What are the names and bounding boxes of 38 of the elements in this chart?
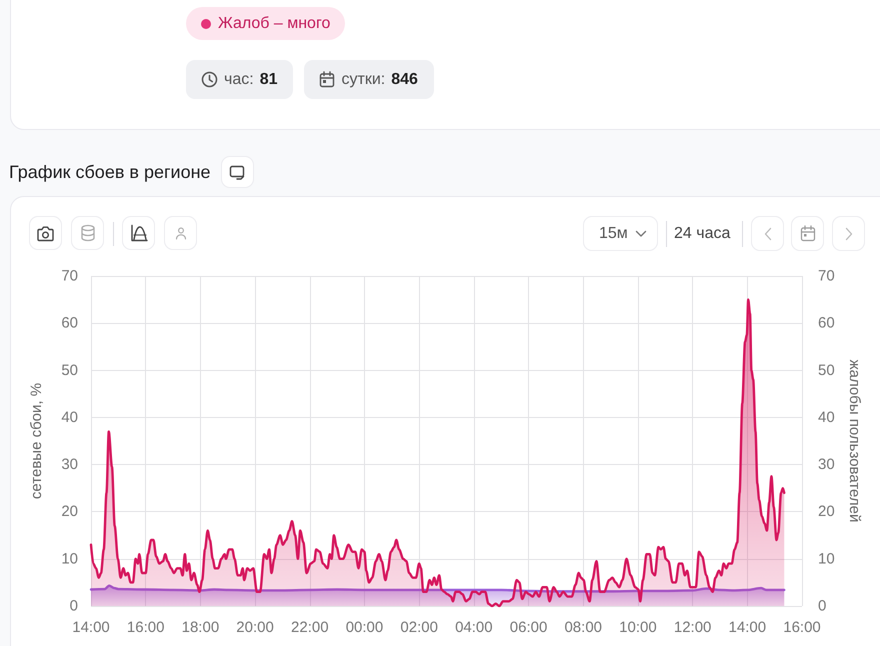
chart-title: График сбоев в регионе: [9, 162, 211, 182]
daily-count-box: сутки: 846: [304, 60, 434, 99]
y-tick-label: 10: [61, 550, 78, 568]
y-tick-label: 20: [61, 503, 78, 520]
text: 24 часа: [674, 224, 730, 242]
x-tick-label: 06:00: [510, 619, 548, 636]
y-tick-label: 0: [70, 598, 78, 614]
y2-tick-label: 50: [818, 362, 835, 379]
y-tick-label: 70: [61, 268, 78, 284]
y-tick-label: 50: [61, 362, 78, 379]
status-badge: Жалоб – много: [186, 7, 346, 40]
y2-tick-label: 0: [818, 598, 826, 614]
y-tick-label: 60: [61, 314, 78, 332]
y2-tick-label: 10: [818, 550, 835, 568]
x-tick-label: 14:00: [728, 619, 766, 636]
y-axis-title: сетевые сбои, %: [28, 382, 45, 500]
y2-tick-label: 70: [818, 268, 835, 284]
y2-tick-label: 20: [818, 503, 835, 520]
x-tick-label: 10:00: [619, 619, 657, 636]
x-tick-label: 20:00: [236, 619, 274, 636]
interval-dropdown: 15м: [583, 216, 658, 251]
x-tick-label: 04:00: [455, 619, 493, 636]
x-tick-label: 08:00: [564, 619, 602, 636]
y2-tick-label: 30: [818, 456, 835, 474]
y2-axis-title: жалобы пользователей: [846, 360, 863, 522]
x-tick-label: 18:00: [182, 619, 220, 636]
x-tick-label: 22:00: [290, 619, 329, 636]
x-tick-label: 14:00: [72, 619, 110, 636]
x-tick-label: 16:00: [126, 619, 164, 636]
x-tick-label: 00:00: [346, 619, 384, 636]
y2-tick-label: 40: [818, 408, 835, 426]
x-tick-label: 02:00: [400, 619, 438, 636]
x-tick-label: 16:00: [783, 619, 821, 636]
y-tick-label: 30: [61, 456, 78, 474]
y-tick-label: 40: [61, 408, 78, 426]
y2-tick-label: 60: [818, 314, 835, 332]
hourly-count-box: час: 81: [186, 60, 294, 99]
x-tick-label: 12:00: [674, 619, 712, 636]
